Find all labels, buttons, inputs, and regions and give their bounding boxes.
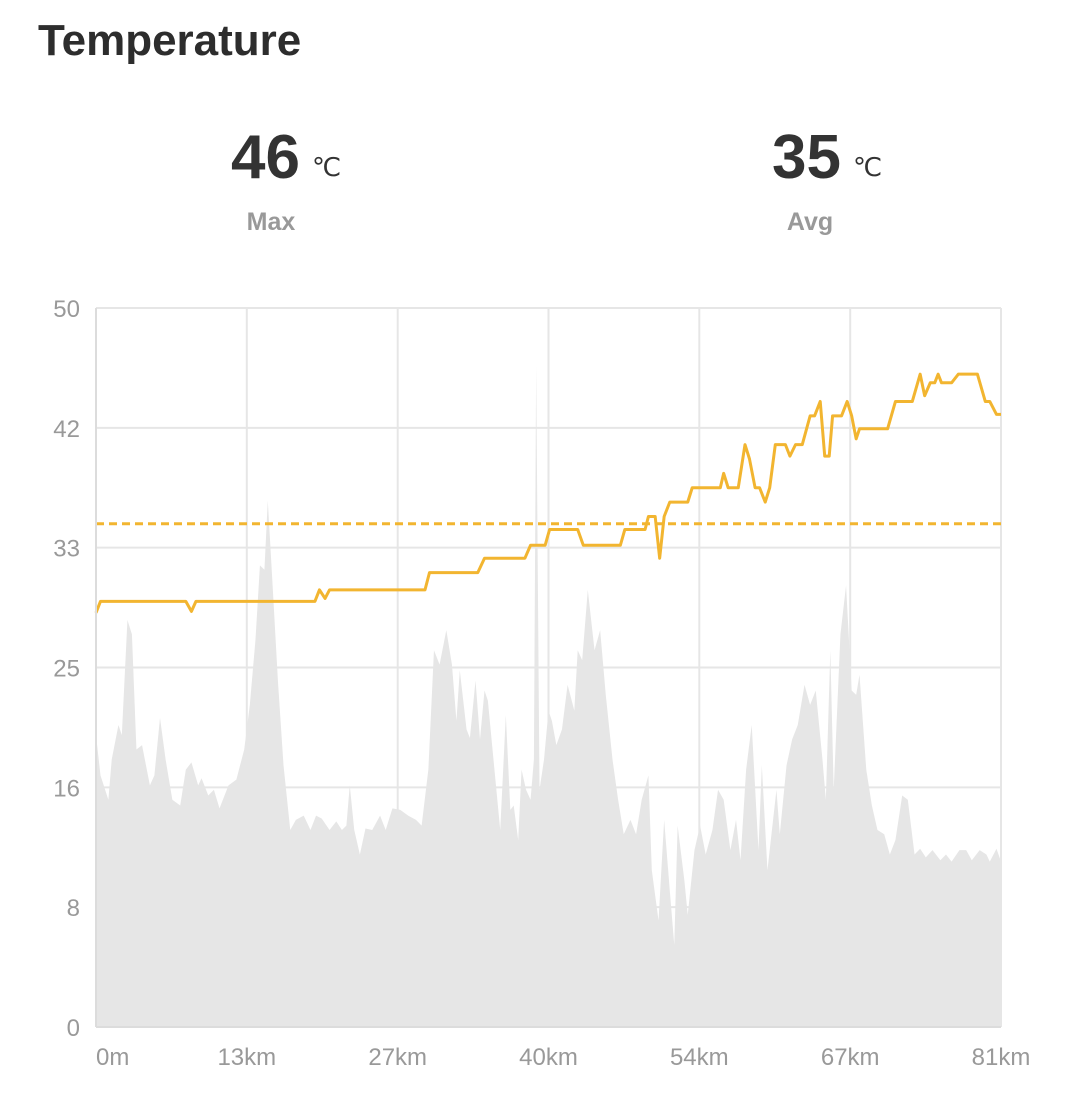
max-label: Max [247, 208, 296, 236]
chart: 0 8 16 25 33 42 50 0m 13km 27km 40km 54km 67km 81km [53, 296, 1030, 1071]
x-tick-label: 40km [519, 1044, 578, 1071]
page-title: Temperature [38, 16, 301, 65]
max-unit: ℃ [312, 152, 341, 182]
y-tick-label: 0 [67, 1015, 80, 1042]
x-tick-label: 67km [821, 1044, 880, 1071]
y-tick-label: 16 [53, 775, 80, 802]
y-tick-label: 50 [53, 296, 80, 323]
area [96, 365, 1001, 1027]
avg-label: Avg [787, 208, 833, 236]
avg-unit: ℃ [853, 152, 882, 182]
y-tick-label: 8 [67, 895, 80, 922]
y-tick-label: 25 [53, 656, 80, 683]
x-tick-label: 0m [96, 1044, 129, 1071]
x-tick-label: 13km [217, 1044, 276, 1071]
x-tick-label: 81km [972, 1044, 1031, 1071]
x-tick-label: 54km [670, 1044, 729, 1071]
y-tick-label: 42 [53, 416, 80, 443]
x-tick-label: 27km [368, 1044, 427, 1071]
avg-value: 35 [772, 123, 841, 192]
y-tick-label: 33 [53, 536, 80, 563]
line [94, 372, 1001, 614]
max-value: 46 [231, 123, 300, 192]
